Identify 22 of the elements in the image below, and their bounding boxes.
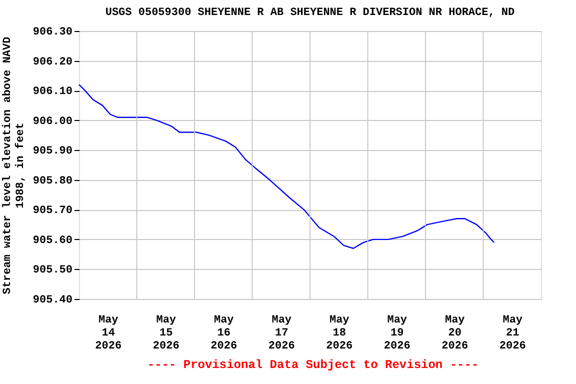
y-tick-label: 905.50 xyxy=(32,264,72,277)
y-tick-label: 906.00 xyxy=(32,116,72,128)
x-tick-label: May 17 2026 xyxy=(268,314,295,352)
y-tick-label: 906.20 xyxy=(32,56,72,68)
x-tick-label: May 21 2026 xyxy=(499,314,526,352)
y-axis-title: Stream water level elevation above NAVD 1988, in feet xyxy=(2,36,27,294)
x-tick-label: May 16 2026 xyxy=(210,314,238,352)
y-tick-label: 905.40 xyxy=(32,294,72,306)
x-tick-label: May 19 2026 xyxy=(384,314,410,352)
x-tick-label: May 14 2026 xyxy=(95,314,122,352)
text: ---- Provisional Data Subject to Revision ---- xyxy=(147,358,479,372)
y-tick-label: 905.60 xyxy=(32,234,72,247)
x-tick-label: May 18 2026 xyxy=(326,314,353,352)
x-tick-label: May 20 2026 xyxy=(442,314,468,352)
x-tick-label: May 15 2026 xyxy=(152,314,180,352)
y-tick-label: 906.30 xyxy=(32,26,72,38)
chart-title: USGS 05059300 SHEYENNE R AB SHEYENNE R DIVERSION NR HORACE, ND xyxy=(105,7,516,19)
y-tick-label: 906.10 xyxy=(32,86,72,98)
y-tick-label: 905.80 xyxy=(32,175,72,188)
y-tick-label: 905.70 xyxy=(32,205,72,218)
y-tick-label: 905.90 xyxy=(32,146,72,158)
line-series xyxy=(78,84,495,249)
